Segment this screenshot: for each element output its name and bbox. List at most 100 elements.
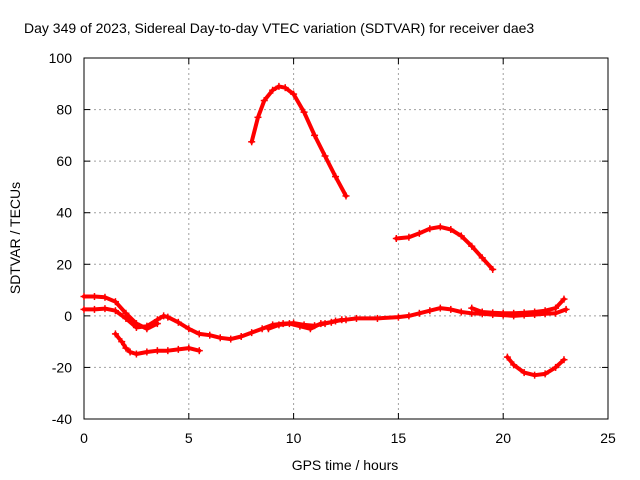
data-point	[436, 304, 444, 312]
data-point	[489, 265, 497, 273]
data-point	[264, 325, 272, 333]
data-point	[248, 329, 256, 337]
data-point	[426, 307, 434, 315]
data-point	[164, 347, 172, 355]
y-tick-label: 80	[56, 102, 72, 118]
data-point	[260, 97, 268, 105]
data-point	[300, 108, 308, 116]
data-point	[153, 347, 161, 355]
series-arc-7	[503, 353, 568, 379]
data-point	[237, 332, 245, 340]
data-point	[269, 86, 277, 94]
data-point	[80, 305, 88, 313]
data-point	[552, 304, 560, 312]
data-point	[290, 90, 298, 98]
data-point	[541, 307, 549, 315]
data-point	[405, 312, 413, 320]
data-point	[394, 313, 402, 321]
data-point	[415, 309, 423, 317]
data-point	[478, 254, 486, 262]
series-arc-4	[111, 330, 203, 358]
y-tick-label: 20	[56, 256, 72, 272]
data-point	[111, 298, 119, 306]
series-line	[469, 297, 566, 316]
data-point	[562, 305, 570, 313]
data-point	[447, 225, 455, 233]
data-point	[164, 313, 172, 321]
y-tick-label: 0	[64, 308, 72, 324]
data-point	[373, 314, 381, 322]
data-point	[499, 309, 507, 317]
data-point	[195, 347, 203, 355]
data-point	[510, 309, 518, 317]
data-point	[415, 229, 423, 237]
data-point	[160, 312, 168, 320]
data-point	[122, 314, 130, 322]
data-point	[321, 152, 329, 160]
data-point	[118, 338, 126, 346]
data-point	[468, 242, 476, 250]
y-tick-label: -40	[52, 411, 72, 427]
data-point	[392, 235, 400, 242]
data-point	[248, 138, 256, 146]
data-point	[227, 335, 235, 343]
series-arc-5	[248, 82, 350, 200]
data-point	[143, 348, 151, 356]
x-tick-label: 5	[185, 430, 193, 446]
data-point	[468, 304, 476, 312]
data-point	[90, 293, 98, 301]
data-point	[503, 353, 511, 361]
data-series	[80, 82, 570, 379]
data-point	[101, 305, 109, 313]
data-point	[489, 309, 497, 317]
x-axis-label: GPS time / hours	[292, 457, 399, 473]
data-point	[560, 356, 568, 364]
data-point	[254, 113, 262, 121]
x-tick-label: 25	[600, 430, 616, 446]
y-tick-label: 100	[49, 50, 73, 66]
series-arc-3	[468, 295, 568, 317]
data-point	[478, 308, 486, 316]
data-point	[447, 305, 455, 313]
data-point	[126, 348, 134, 356]
data-point	[111, 307, 119, 315]
data-point	[520, 309, 528, 317]
data-point	[352, 314, 360, 322]
data-point	[296, 322, 304, 330]
data-point	[405, 233, 413, 241]
data-point	[174, 345, 182, 353]
data-point	[285, 320, 293, 328]
series-line	[394, 224, 495, 272]
data-point	[560, 295, 568, 303]
data-point	[457, 232, 465, 240]
data-point	[80, 293, 88, 301]
data-point	[338, 316, 346, 324]
data-point	[317, 320, 325, 328]
series-arc-6	[392, 223, 497, 273]
data-point	[122, 344, 130, 352]
data-point	[342, 192, 350, 200]
data-point	[111, 330, 119, 338]
x-tick-label: 20	[495, 430, 511, 446]
x-tick-label: 10	[286, 430, 302, 446]
data-point	[195, 330, 203, 338]
data-point	[541, 370, 549, 378]
data-point	[327, 318, 335, 326]
data-point	[206, 331, 214, 339]
data-point	[258, 325, 266, 333]
data-point	[101, 293, 109, 301]
data-point	[90, 305, 98, 313]
data-point	[531, 371, 539, 379]
data-point	[436, 223, 444, 231]
data-point	[216, 334, 224, 342]
y-tick-label: 60	[56, 153, 72, 169]
data-point	[426, 225, 434, 233]
plot-frame	[83, 57, 609, 420]
data-point	[457, 308, 465, 316]
x-tick-label: 0	[80, 430, 88, 446]
data-point	[185, 344, 193, 352]
data-point	[510, 361, 518, 369]
data-point	[132, 323, 140, 331]
